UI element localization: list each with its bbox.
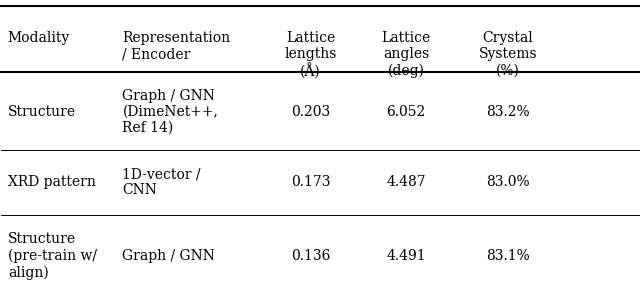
Text: 4.487: 4.487: [386, 175, 426, 189]
Text: 0.136: 0.136: [291, 249, 330, 263]
Text: Graph / GNN: Graph / GNN: [122, 249, 215, 263]
Text: 0.203: 0.203: [291, 105, 330, 119]
Text: 83.2%: 83.2%: [486, 105, 530, 119]
Text: XRD pattern: XRD pattern: [8, 175, 95, 189]
Text: 0.173: 0.173: [291, 175, 330, 189]
Text: 6.052: 6.052: [387, 105, 426, 119]
Text: Lattice
angles
(deg): Lattice angles (deg): [381, 31, 431, 78]
Text: Structure: Structure: [8, 105, 76, 119]
Text: Crystal
Systems
(%): Crystal Systems (%): [479, 31, 538, 77]
Text: 83.0%: 83.0%: [486, 175, 530, 189]
Text: Structure
(pre-train w/
align): Structure (pre-train w/ align): [8, 232, 97, 279]
Text: Graph / GNN
(DimeNet++,
Ref 14): Graph / GNN (DimeNet++, Ref 14): [122, 89, 218, 135]
Text: 1D-vector /
CNN: 1D-vector / CNN: [122, 167, 201, 198]
Text: Lattice
lengths
(Å): Lattice lengths (Å): [284, 31, 337, 80]
Text: Representation
/ Encoder: Representation / Encoder: [122, 31, 230, 61]
Text: 4.491: 4.491: [386, 249, 426, 263]
Text: 83.1%: 83.1%: [486, 249, 530, 263]
Text: Modality: Modality: [8, 31, 70, 45]
